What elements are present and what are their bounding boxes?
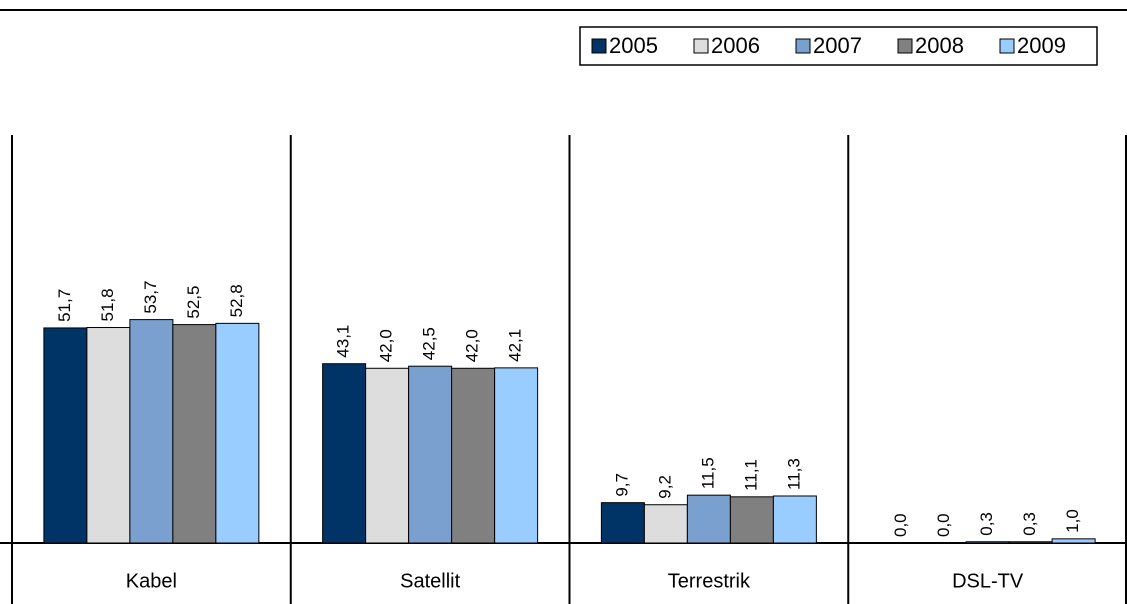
bar [686, 494, 731, 544]
legend-label: 2008 [915, 33, 964, 58]
bar [729, 496, 774, 544]
value-label: 51,8 [98, 288, 117, 321]
bar [600, 502, 645, 544]
value-label: 0,0 [934, 513, 953, 537]
x-tick-label: DSL-TV [952, 570, 1024, 592]
legend-label: 2006 [711, 33, 760, 58]
bar [1008, 541, 1053, 544]
legend-label: 2007 [813, 33, 862, 58]
value-label: 9,7 [612, 473, 631, 497]
bar [86, 327, 131, 544]
value-label: 0,0 [891, 513, 910, 537]
legend-swatch [591, 38, 607, 54]
bar [408, 365, 453, 544]
value-label: 1,0 [1063, 509, 1082, 533]
value-label: 11,3 [784, 458, 803, 490]
value-label: 11,1 [741, 459, 760, 491]
value-label: 52,5 [184, 286, 203, 319]
bar [1051, 538, 1096, 544]
value-label: 9,2 [655, 475, 674, 499]
bar [215, 322, 260, 544]
value-label: 0,3 [1020, 512, 1039, 536]
value-label: 11,5 [698, 457, 717, 489]
legend-swatch [795, 38, 811, 54]
legend-swatch [999, 38, 1015, 54]
value-label: 53,7 [141, 281, 160, 314]
legend-swatch [897, 38, 913, 54]
bar [172, 324, 217, 544]
bar [772, 495, 817, 544]
value-label: 42,0 [377, 329, 396, 362]
value-label: 42,1 [506, 329, 525, 362]
value-label: 42,0 [463, 329, 482, 362]
value-label: 51,7 [55, 289, 74, 322]
bar [322, 363, 367, 544]
x-tick-label: Kabel [126, 570, 177, 592]
bar [43, 327, 88, 544]
bar [965, 541, 1010, 544]
value-label: 52,8 [227, 284, 246, 317]
bar [494, 367, 539, 544]
bar [365, 367, 410, 544]
bar [643, 504, 688, 544]
bar [451, 367, 496, 544]
bar [129, 319, 174, 544]
legend-label: 2005 [609, 33, 658, 58]
x-tick-label: Satellit [400, 570, 460, 592]
legend-swatch [693, 38, 709, 54]
value-label: 0,3 [977, 512, 996, 536]
value-label: 43,1 [334, 325, 353, 358]
x-tick-label: Terrestrik [668, 570, 751, 592]
legend-label: 2009 [1017, 33, 1066, 58]
value-label: 42,5 [420, 327, 439, 360]
